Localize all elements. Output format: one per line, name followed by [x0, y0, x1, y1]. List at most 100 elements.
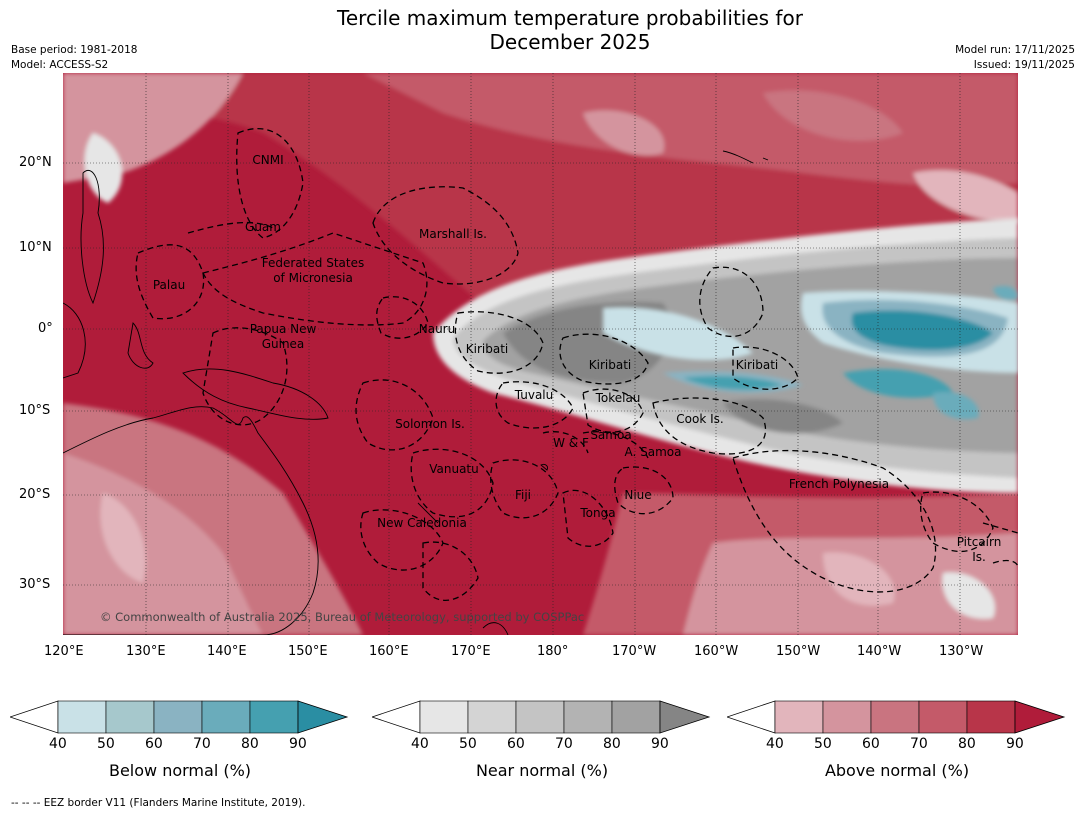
region-label-new-caledonia: New Caledonia	[377, 516, 467, 530]
colorbar-below-normal	[8, 700, 350, 736]
region-label-tuvalu: Tuvalu	[514, 388, 554, 402]
colorbar-above-swatch-1	[774, 700, 824, 734]
colorbar-above-normal-svg	[725, 700, 1066, 734]
colorbar-near-min-arrow	[370, 700, 421, 734]
below-tick-80: 80	[241, 736, 259, 752]
colorbar-below-min-arrow	[8, 700, 59, 734]
lon-label-140w: 140°W	[857, 644, 902, 659]
lon-label-130w: 130°W	[939, 644, 984, 659]
issued-text: Issued: 19/11/2025	[973, 59, 1075, 71]
below-normal-area	[603, 286, 1018, 420]
region-label-american-samoa: A. Samoa	[625, 445, 682, 459]
below-normal-label: Below normal (%)	[108, 761, 252, 780]
region-label-wf: W & F	[553, 436, 589, 450]
colorbar-below-swatch-2	[105, 700, 155, 734]
lon-label-140e: 140°E	[207, 644, 247, 659]
lat-label-10s: 10°S	[19, 403, 51, 418]
title-line-1: Tercile maximum temperature probabilitie…	[337, 6, 803, 30]
region-label-fsm-1: Federated States	[262, 256, 364, 270]
above-tick-40: 40	[766, 736, 784, 752]
meta-right: Model run: 17/11/2025 Issued: 19/11/2025	[955, 43, 1075, 73]
lon-label-120e: 120°E	[44, 644, 84, 659]
above-tick-70: 70	[910, 736, 928, 752]
region-label-solomon: Solomon Is.	[395, 417, 465, 431]
near-tick-80: 80	[603, 736, 621, 752]
region-label-samoa: Samoa	[590, 428, 631, 442]
colorbar-near-normal	[370, 700, 712, 736]
region-label-tokelau: Tokelau	[595, 391, 641, 405]
region-label-niue: Niue	[624, 488, 651, 502]
colorbar-below-swatch-3	[153, 700, 203, 734]
colorbar-above-max-arrow	[1014, 700, 1066, 734]
lon-label-130e: 130°E	[126, 644, 166, 659]
region-label-palau: Palau	[153, 278, 185, 292]
above-tick-50: 50	[814, 736, 832, 752]
below-tick-50: 50	[97, 736, 115, 752]
colorbar-above-swatch-3	[870, 700, 920, 734]
above-tick-60: 60	[862, 736, 880, 752]
region-label-marshall: Marshall Is.	[419, 227, 487, 241]
graticule	[63, 73, 1018, 635]
below-tick-70: 70	[193, 736, 211, 752]
colorbar-near-swatch-5	[611, 700, 661, 734]
region-label-cnmi: CNMI	[252, 153, 283, 167]
lat-label-20s: 20°S	[19, 487, 51, 502]
colorbar-below-max-arrow	[297, 700, 349, 734]
colorbar-above-swatch-5	[966, 700, 1016, 734]
near-tick-60: 60	[507, 736, 525, 752]
coastlines	[63, 150, 769, 635]
base-period-text: Base period: 1981-2018	[11, 44, 138, 56]
colorbar-near-max-arrow	[659, 700, 711, 734]
colorbar-near-swatch-3	[515, 700, 565, 734]
lat-label-20n: 20°N	[19, 155, 52, 170]
lon-label-160w: 160°W	[694, 644, 739, 659]
colorbar-above-min-arrow	[725, 700, 776, 734]
region-label-nauru: Nauru	[419, 322, 455, 336]
near-tick-90: 90	[651, 736, 669, 752]
lon-label-180: 180°	[537, 644, 569, 659]
region-label-kiribati-central: Kiribati	[589, 358, 631, 372]
lat-label-0: 0°	[38, 321, 53, 336]
lon-label-160e: 160°E	[369, 644, 409, 659]
colorbar-below-swatch-4	[201, 700, 251, 734]
title-line-2: December 2025	[489, 30, 651, 54]
eez-borders	[135, 127, 1018, 601]
map-svg: CNMI Guam Marshall Is. Federated States …	[63, 73, 1018, 635]
colorbar-near-swatch-2	[467, 700, 517, 734]
lon-label-150w: 150°W	[776, 644, 821, 659]
below-tick-40: 40	[49, 736, 67, 752]
region-label-kiribati-east: Kiribati	[736, 358, 778, 372]
colorbar-near-swatch-4	[563, 700, 613, 734]
lat-label-10n: 10°N	[19, 240, 52, 255]
near-tick-40: 40	[411, 736, 429, 752]
below-tick-60: 60	[145, 736, 163, 752]
region-label-pitcairn-2: Is.	[972, 550, 986, 564]
region-label-cook: Cook Is.	[676, 412, 723, 426]
lat-label-30s: 30°S	[19, 577, 51, 592]
near-tick-50: 50	[459, 736, 477, 752]
region-label-kiribati-west: Kiribati	[466, 342, 508, 356]
lon-label-170e: 170°E	[451, 644, 491, 659]
chart-title: Tercile maximum temperature probabilitie…	[0, 6, 1085, 54]
region-label-french-polynesia: French Polynesia	[789, 477, 889, 491]
lon-label-170w: 170°W	[612, 644, 657, 659]
colorbar-near-normal-svg	[370, 700, 711, 734]
colorbar-below-swatch-5	[249, 700, 299, 734]
model-text: Model: ACCESS-S2	[11, 59, 109, 71]
colorbar-below-swatch-1	[57, 700, 107, 734]
region-label-vanuatu: Vanuatu	[429, 462, 479, 476]
colorbar-below-normal-svg	[8, 700, 349, 734]
above-normal-light-areas	[63, 73, 1018, 635]
above-tick-90: 90	[1006, 736, 1024, 752]
colorbar-above-swatch-2	[822, 700, 872, 734]
region-label-png-1: Papua New	[250, 322, 317, 336]
region-label-pitcairn-1: Pitcairn	[957, 535, 1002, 549]
region-label-png-2: Guinea	[262, 337, 305, 351]
region-labels: CNMI Guam Marshall Is. Federated States …	[100, 153, 1001, 624]
colorbar-near-swatch-1	[419, 700, 469, 734]
region-label-fiji: Fiji	[515, 488, 531, 502]
model-run-text: Model run: 17/11/2025	[955, 44, 1075, 56]
region-label-tonga: Tonga	[579, 506, 615, 520]
region-label-fsm-2: of Micronesia	[273, 271, 353, 285]
probability-map: CNMI Guam Marshall Is. Federated States …	[63, 73, 1018, 635]
